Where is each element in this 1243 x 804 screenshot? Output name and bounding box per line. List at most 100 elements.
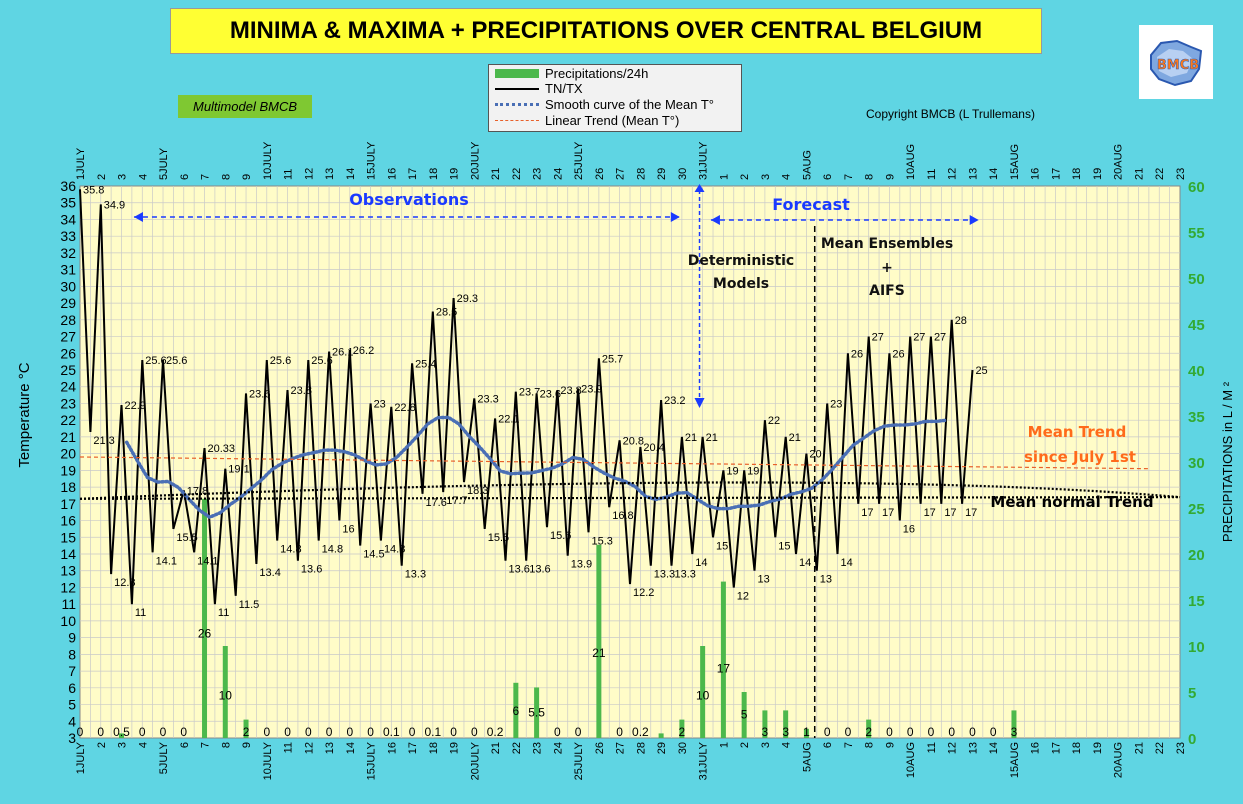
precip-label: 0	[845, 725, 852, 739]
precip-label: 0	[554, 725, 561, 739]
x-tick-label-bottom: 2	[739, 742, 751, 748]
precip-bar	[658, 733, 664, 738]
x-tick-label-top: 20AUG	[1113, 144, 1125, 180]
x-tick-label-bottom: 5JULY	[158, 741, 170, 774]
x-tick-label-top: 30	[677, 168, 689, 180]
tntx-label: 17.6	[425, 497, 446, 509]
precip-label: 0	[969, 725, 976, 739]
x-tick-label-top: 20JULY	[469, 141, 481, 180]
precip-label: 0	[97, 725, 104, 739]
y-tick-label: 8	[68, 646, 76, 662]
deterministic-label-1: Deterministic	[688, 253, 794, 269]
y-tick-label: 31	[60, 262, 76, 278]
tntx-label: 12.2	[633, 587, 654, 599]
smooth-mean-curve	[124, 415, 949, 520]
x-tick-label-bottom: 9	[241, 742, 253, 748]
grid	[80, 186, 1180, 738]
y-tick-label: 21	[60, 429, 76, 445]
tntx-label: 23.3	[477, 393, 498, 405]
y-tick-label: 35	[60, 195, 76, 211]
precip-label: 17	[717, 661, 731, 675]
precip-bar	[700, 646, 706, 738]
x-tick-label-bottom: 9	[884, 742, 896, 748]
x-tick-label-top: 10JULY	[262, 141, 274, 180]
x-tick-label-top: 12	[303, 168, 315, 180]
tntx-label: 22.9	[125, 400, 146, 412]
legend-label: Linear Trend (Mean T°)	[545, 113, 680, 128]
x-tick-label-bottom: 26	[594, 742, 606, 754]
tntx-label: 13	[820, 574, 832, 586]
tntx-label: 17.8	[187, 485, 208, 497]
tntx-label: 23	[374, 398, 386, 410]
x-tick-label-bottom: 22	[511, 742, 523, 754]
y2-axis-title: PRECIPITATIONS in L / M ²	[1220, 381, 1235, 542]
precip-bar	[762, 710, 768, 738]
tntx-label: 16.8	[612, 510, 633, 522]
copyright-text: Copyright BMCB (L Trullemans)	[866, 107, 1035, 121]
forecast-arrow-right	[969, 215, 979, 225]
y-tick-label: 13	[60, 563, 76, 579]
x-tick-label-bottom: 24	[552, 742, 564, 754]
mean-trend-label-1: Mean Trend	[1028, 423, 1127, 441]
precip-label: 0.5	[113, 725, 130, 739]
y-tick-label: 29	[60, 295, 76, 311]
y2-tick-label: 30	[1188, 455, 1205, 472]
x-tick-label-bottom: 12	[303, 742, 315, 754]
forecast-label: Forecast	[772, 195, 850, 214]
x-tick-label-top: 7	[200, 174, 212, 180]
y2-tick-label: 5	[1188, 685, 1196, 702]
tntx-label: 23.8	[560, 385, 581, 397]
tntx-label: 27	[913, 332, 925, 344]
precip-bar	[119, 733, 125, 738]
x-tick-label-top: 12	[947, 168, 959, 180]
tntx-label: 23.9	[581, 383, 602, 395]
x-tick-label-top: 18	[428, 168, 440, 180]
tntx-label: 14	[841, 557, 853, 569]
y2-tick-label: 50	[1188, 271, 1205, 288]
precip-label: 0	[263, 725, 270, 739]
linear-trend-line	[79, 456, 1149, 470]
tntx-label: 22.1	[498, 414, 519, 426]
tntx-label: 15	[716, 540, 728, 552]
x-tick-label-top: 15JULY	[366, 141, 378, 180]
x-tick-label-top: 27	[615, 168, 627, 180]
x-tick-label-bottom: 14	[988, 742, 1000, 754]
tntx-label: 25.6	[145, 355, 166, 367]
x-tick-label-bottom: 16	[386, 742, 398, 754]
tntx-label: 19	[747, 465, 759, 477]
tntx-label: 23.7	[519, 387, 540, 399]
x-tick-label-bottom: 1	[718, 742, 730, 748]
tntx-label: 14.5	[363, 549, 384, 561]
x-tick-label-top: 16	[386, 168, 398, 180]
x-tick-label-bottom: 21	[490, 742, 502, 754]
x-tick-label-top: 2	[739, 174, 751, 180]
tntx-label: 17	[861, 507, 873, 519]
x-tick-label-bottom: 10JULY	[262, 741, 274, 780]
tntx-label: 23.6	[540, 388, 561, 400]
legend-dashed-swatch	[493, 113, 541, 128]
observations-label: Observations	[349, 190, 469, 209]
precip-label: 0	[928, 725, 935, 739]
tntx-label: 15.5	[488, 532, 509, 544]
observations-arrow-right	[670, 212, 680, 222]
x-tick-label-top: 21	[1133, 168, 1145, 180]
precip-label: 6	[513, 704, 520, 718]
precip-bar	[720, 581, 726, 738]
tntx-label: 21	[685, 432, 697, 444]
x-tick-label-top: 16	[1030, 168, 1042, 180]
x-tick-label-top: 23	[532, 168, 544, 180]
legend-line-swatch	[493, 81, 541, 96]
x-tick-label-top: 24	[552, 168, 564, 180]
x-tick-label-top: 19	[1092, 168, 1104, 180]
tntx-label: 23	[830, 398, 842, 410]
tntx-label: 14	[799, 557, 811, 569]
precip-label: 0.2	[632, 725, 649, 739]
x-tick-label-bottom: 1JULY	[75, 741, 87, 774]
tntx-label: 28	[955, 315, 967, 327]
mean-trend-label-2: since July 1st	[1024, 448, 1136, 466]
x-tick-label-bottom: 31JULY	[698, 741, 710, 780]
precip-label: 2	[865, 725, 872, 739]
x-tick-label-bottom: 21	[1133, 742, 1145, 754]
x-tick-label-bottom: 28	[635, 742, 647, 754]
